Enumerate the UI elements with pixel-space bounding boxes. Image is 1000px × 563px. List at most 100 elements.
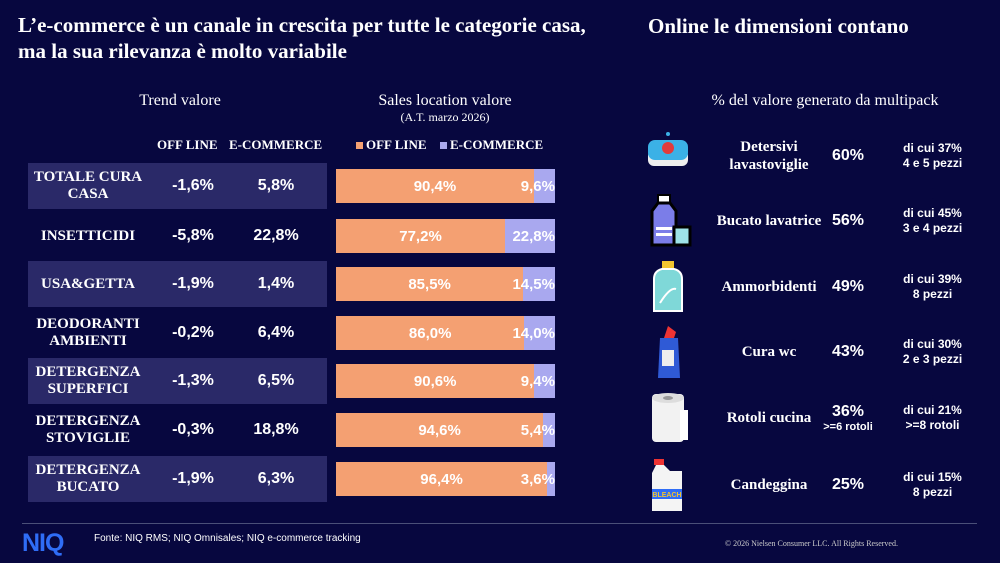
trend-ecommerce: 18,8% — [253, 421, 299, 438]
bleach-bottle-icon: BLEACH — [640, 457, 696, 513]
category-label: DETERGENZA SUPERFICI — [35, 364, 141, 397]
source-note: Fonte: NIQ RMS; NIQ Omnisales; NIQ e-com… — [94, 533, 361, 544]
dishwasher-tablet-icon — [640, 128, 696, 184]
pct-value: 60% — [831, 147, 865, 164]
copyright: © 2026 Nielsen Consumer LLC. All Rights … — [725, 539, 898, 548]
bar-ecommerce: 9,6% — [521, 169, 555, 203]
detail-share: di cui 37% — [903, 141, 962, 155]
sales-subheading: (A.T. marzo 2026) — [400, 110, 490, 124]
detail-share: di cui 21% — [903, 403, 962, 417]
toilet-cleaner-icon — [640, 324, 696, 380]
bar-offline: 77,2% — [336, 219, 506, 253]
multipack-pct: 49% — [820, 257, 876, 317]
footer-divider — [22, 523, 977, 524]
stacked-bar: 86,0% 14,0% — [336, 316, 555, 350]
bar-offline: 90,4% — [336, 169, 534, 203]
detail-size: 2 e 3 pezzi — [902, 352, 963, 366]
pct-value: 43% — [831, 343, 865, 360]
legend-label: E-COMMERCE — [450, 137, 544, 152]
multipack-row: BLEACH Candeggina 25% di cui 15% 8 pezzi — [640, 455, 980, 515]
multipack-heading: % del valore generato da multipack — [711, 92, 939, 109]
detail-share: di cui 39% — [903, 272, 962, 286]
bleach-label: BLEACH — [652, 492, 681, 499]
trend-offline: -1,3% — [172, 372, 214, 389]
trend-offline: -1,6% — [172, 177, 214, 194]
table-row: DETERGENZA STOVIGLIE -0,3% 18,8% — [28, 407, 327, 453]
niq-logo: NIQ — [22, 529, 64, 557]
table-row: TOTALE CURA CASA -1,6% 5,8% — [28, 163, 327, 209]
stacked-bar: 96,4% 3,6% — [336, 462, 555, 496]
multipack-row: Bucato lavatrice 56% di cui 45% 3 e 4 pez… — [640, 191, 980, 251]
multipack-detail: di cui 45% 3 e 4 pezzi — [885, 191, 980, 251]
table-row: DETERGENZA SUPERFICI -1,3% 6,5% — [28, 358, 327, 404]
multipack-pct: 56% — [820, 191, 876, 251]
col-header-offline: OFF LINE — [157, 137, 218, 152]
bar-ecommerce: 9,4% — [521, 364, 555, 398]
multipack-detail: di cui 21% >=8 rotoli — [885, 388, 980, 448]
detail-size: 4 e 5 pezzi — [902, 156, 963, 170]
multipack-pct: 36% >=6 rotoli — [820, 388, 876, 448]
stacked-bar: 77,2% 22,8% — [336, 219, 555, 253]
multipack-detail: di cui 30% 2 e 3 pezzi — [885, 322, 980, 382]
trend-ecommerce: 6,4% — [257, 324, 295, 341]
page-title: L’e-commerce è un canale in crescita per… — [18, 13, 586, 63]
category-label: INSETTICIDI — [40, 227, 136, 244]
multipack-detail: di cui 15% 8 pezzi — [885, 455, 980, 515]
pct-value: 49% — [831, 278, 865, 295]
detergent-bottle-icon — [640, 193, 696, 249]
bar-offline: 86,0% — [336, 316, 525, 350]
product-name: Rotoli cucina — [726, 410, 812, 426]
trend-offline: -0,3% — [172, 421, 214, 438]
legend-swatch-offline — [356, 142, 363, 149]
category-label: DETERGENZA BUCATO — [35, 462, 141, 495]
bar-ecommerce: 3,6% — [521, 462, 555, 496]
detail-share: di cui 30% — [903, 337, 962, 351]
stacked-bar: 90,4% 9,6% — [336, 169, 555, 203]
multipack-pct: 60% — [820, 126, 876, 186]
legend-offline: OFF LINE — [356, 137, 427, 153]
product-name: Detersivi lavastoviglie — [729, 139, 809, 173]
col-header-ecommerce: E-COMMERCE — [229, 137, 323, 152]
multipack-row: Cura wc 43% di cui 30% 2 e 3 pezzi — [640, 322, 980, 382]
detail-size: 3 e 4 pezzi — [902, 221, 963, 235]
multipack-row: Detersivi lavastoviglie 60% di cui 37% 4 … — [640, 126, 980, 186]
legend-swatch-ecommerce — [440, 142, 447, 149]
trend-heading: Trend valore — [139, 92, 221, 109]
detail-share: di cui 15% — [903, 470, 962, 484]
bar-offline: 96,4% — [336, 462, 548, 496]
category-label: DETERGENZA STOVIGLIE — [35, 413, 141, 446]
bar-ecommerce: 22,8% — [505, 219, 555, 253]
trend-offline: -1,9% — [172, 275, 214, 292]
trend-offline: -1,9% — [172, 470, 214, 487]
right-title: Online le dimensioni contano — [648, 14, 909, 38]
product-name: Cura wc — [741, 344, 797, 360]
pct-note: >=6 rotoli — [823, 421, 873, 433]
multipack-detail: di cui 37% 4 e 5 pezzi — [885, 126, 980, 186]
multipack-row: Rotoli cucina 36% >=6 rotoli di cui 21% >=… — [640, 388, 980, 448]
detail-size: 8 pezzi — [912, 485, 953, 499]
pct-value: 36% — [831, 403, 865, 420]
trend-ecommerce: 1,4% — [257, 275, 295, 292]
category-label: TOTALE CURA CASA — [33, 169, 143, 202]
bar-offline: 85,5% — [336, 267, 524, 301]
sales-heading: Sales location valore — [378, 92, 512, 109]
pct-value: 25% — [831, 476, 865, 493]
product-name: Ammorbidenti — [721, 279, 817, 295]
pct-value: 56% — [831, 212, 865, 229]
stacked-bar: 94,6% 5,4% — [336, 413, 555, 447]
legend-ecommerce: E-COMMERCE — [440, 137, 543, 153]
trend-ecommerce: 6,3% — [257, 470, 295, 487]
detail-size: 8 pezzi — [912, 287, 953, 301]
trend-ecommerce: 22,8% — [253, 227, 299, 244]
stacked-bar: 85,5% 14,5% — [336, 267, 555, 301]
table-row: DEODORANTI AMBIENTI -0,2% 6,4% — [28, 310, 327, 356]
trend-ecommerce: 6,5% — [257, 372, 295, 389]
table-row: DETERGENZA BUCATO -1,9% 6,3% — [28, 456, 327, 502]
multipack-detail: di cui 39% 8 pezzi — [885, 257, 980, 317]
trend-offline: -0,2% — [172, 324, 214, 341]
product-name: Candeggina — [730, 477, 808, 493]
table-row: INSETTICIDI -5,8% 22,8% — [28, 213, 327, 259]
trend-offline: -5,8% — [172, 227, 214, 244]
bar-offline: 90,6% — [336, 364, 535, 398]
multipack-pct: 25% — [820, 455, 876, 515]
